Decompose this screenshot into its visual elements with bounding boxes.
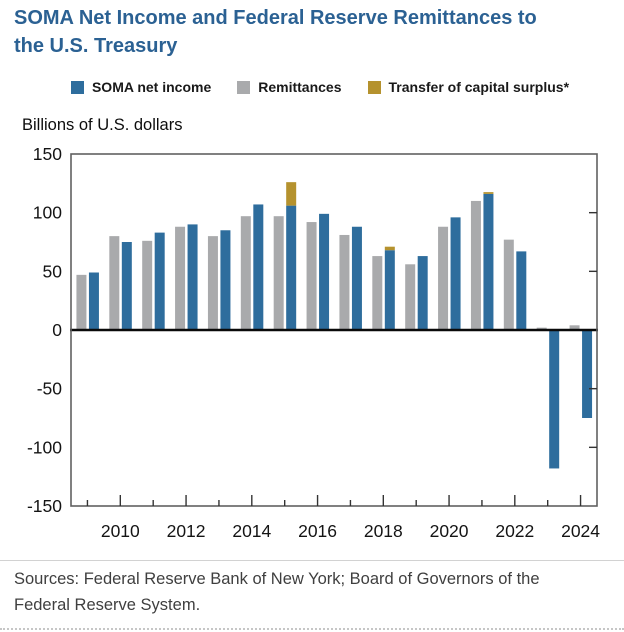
- x-axis-label-2020: 2020: [430, 521, 469, 541]
- bar-soma-net-income-2016: [319, 213, 330, 330]
- bar-remittances-2013: [207, 236, 218, 330]
- legend-label: Transfer of capital surplus*: [388, 79, 570, 95]
- x-axis-label-2014: 2014: [232, 521, 271, 541]
- bar-remittances-2010: [109, 236, 120, 330]
- bar-remittances-2024: [569, 325, 580, 330]
- legend-label: SOMA net income: [91, 79, 212, 95]
- legend-item-soma-net-income: SOMA net income: [70, 79, 212, 95]
- legend-swatch-gray: [237, 80, 251, 94]
- y-axis-label-50: 50: [43, 261, 63, 281]
- y-axis-label--150: -150: [27, 496, 62, 516]
- bar-soma-net-income-2015: [286, 205, 297, 330]
- legend-label: Remittances: [258, 79, 342, 95]
- bar-remittances-2011: [142, 240, 153, 330]
- legend-item-remittances: Remittances: [237, 79, 342, 95]
- sources-text: Sources: Federal Reserve Bank of New Yor…: [14, 567, 614, 618]
- bar-transfer-of-capital-surplus-2018: [384, 246, 395, 251]
- bar-soma-net-income-2012: [187, 224, 198, 330]
- bar-remittances-2016: [306, 222, 317, 330]
- bar-soma-net-income-2023: [549, 330, 560, 469]
- bar-transfer-of-capital-surplus-2015: [286, 182, 297, 206]
- legend-item-transfer-of-capital-surplus: Transfer of capital surplus*: [367, 79, 570, 95]
- bar-soma-net-income-2017: [351, 226, 362, 330]
- bar-soma-net-income-2021: [483, 193, 494, 330]
- bar-remittances-2015: [273, 216, 284, 330]
- bar-soma-net-income-2014: [253, 204, 264, 330]
- bar-soma-net-income-2018: [384, 250, 395, 330]
- x-axis-label-2010: 2010: [101, 521, 140, 541]
- y-axis-label-100: 100: [33, 203, 62, 223]
- bar-remittances-2021: [470, 200, 481, 330]
- bar-soma-net-income-2009: [88, 272, 99, 330]
- bar-remittances-2017: [339, 234, 350, 330]
- bar-remittances-2022: [503, 239, 514, 330]
- y-axis-label--50: -50: [37, 379, 63, 399]
- x-axis-label-2018: 2018: [364, 521, 403, 541]
- page-title-line1: SOMA Net Income and Federal Reserve Remi…: [14, 7, 537, 29]
- sources-line1: Sources: Federal Reserve Bank of New Yor…: [14, 570, 540, 588]
- y-axis-unit-label: Billions of U.S. dollars: [22, 116, 183, 134]
- bar-soma-net-income-2013: [220, 230, 231, 330]
- bar-remittances-2012: [175, 226, 186, 330]
- bar-soma-net-income-2024: [582, 330, 593, 418]
- bar-transfer-of-capital-surplus-2021: [483, 192, 494, 194]
- y-axis-label-0: 0: [52, 320, 62, 340]
- bar-soma-net-income-2011: [154, 232, 165, 330]
- bar-remittances-2009: [76, 274, 87, 330]
- footer-divider: [0, 560, 624, 561]
- y-axis-label-150: 150: [33, 144, 62, 164]
- chart-legend: SOMA net income Remittances Transfer of …: [0, 79, 624, 95]
- bar-remittances-2019: [405, 264, 416, 330]
- page-title: SOMA Net Income and Federal Reserve Remi…: [14, 5, 614, 60]
- page-title-line2: the U.S. Treasury: [14, 34, 178, 57]
- legend-swatch-gold: [367, 80, 381, 94]
- bar-soma-net-income-2022: [516, 251, 527, 330]
- bar-soma-net-income-2010: [121, 242, 132, 330]
- legend-swatch-blue: [70, 80, 84, 94]
- y-axis-label--100: -100: [27, 437, 62, 457]
- x-axis-label-2022: 2022: [495, 521, 534, 541]
- bar-remittances-2020: [438, 226, 449, 330]
- bar-remittances-2018: [372, 256, 383, 330]
- sources-line2: Federal Reserve System.: [14, 595, 201, 614]
- bottom-divider: [0, 628, 624, 630]
- plot-border: [70, 153, 598, 507]
- bar-soma-net-income-2020: [450, 217, 461, 330]
- x-axis-label-2024: 2024: [561, 521, 600, 541]
- bar-chart: 150 100 50 0 -50 -100 -150 2010 2012 2014 2016 2018…: [27, 144, 600, 541]
- bar-soma-net-income-2019: [417, 256, 428, 330]
- x-axis-label-2012: 2012: [167, 521, 206, 541]
- bar-remittances-2014: [240, 216, 251, 330]
- x-axis-label-2016: 2016: [298, 521, 337, 541]
